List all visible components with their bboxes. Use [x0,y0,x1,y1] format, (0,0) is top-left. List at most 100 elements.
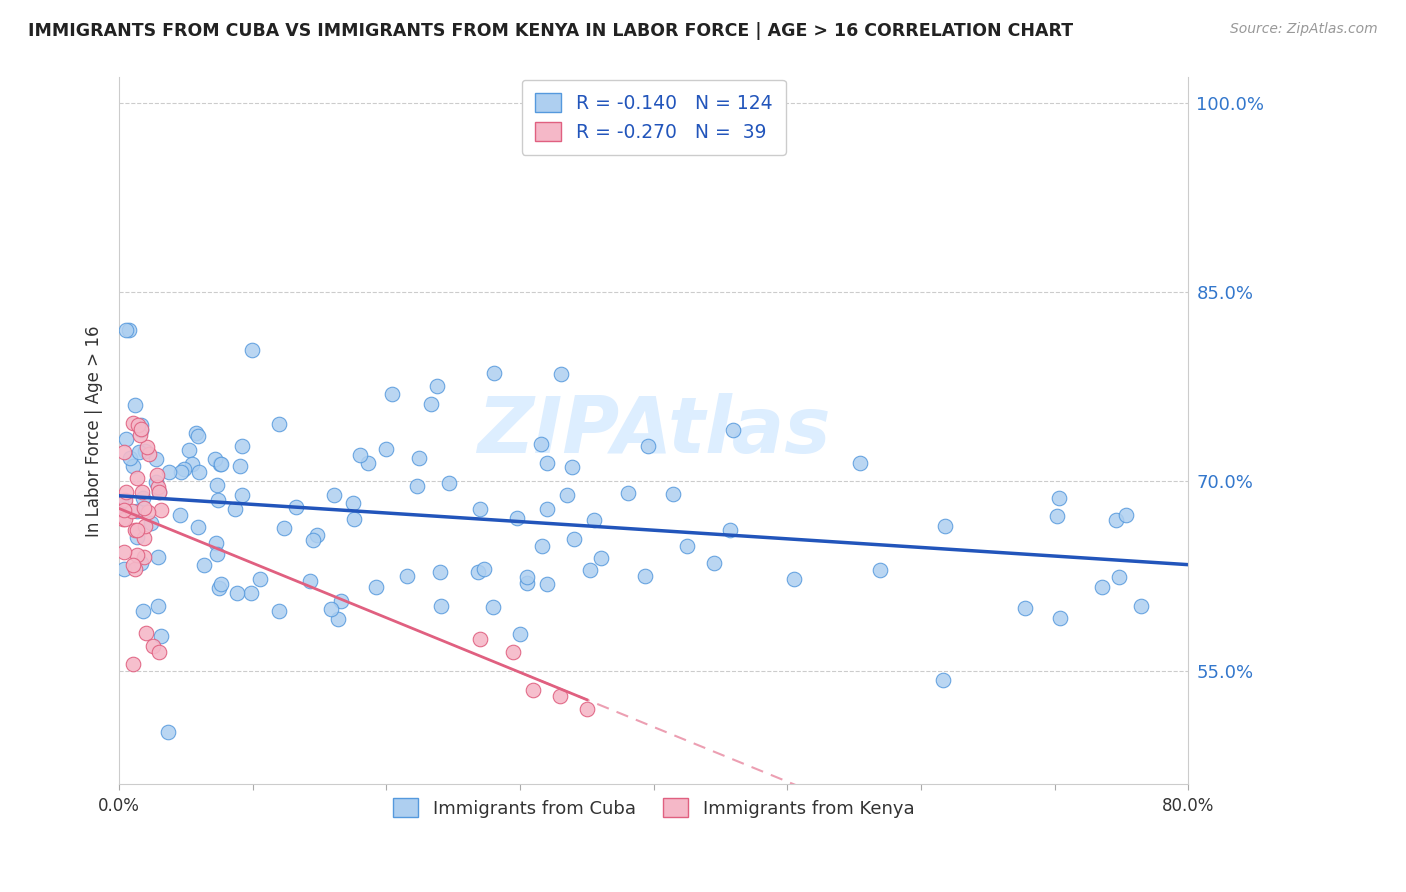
Point [1049,491,1071,505]
Point [118,323,141,337]
Point [141,516,163,531]
Point [112,494,135,508]
Point [522,682,544,697]
Point [582,513,605,527]
Point [224,501,246,516]
Point [426,379,449,393]
Point [509,626,531,640]
Point [207,492,229,507]
Point [408,451,430,466]
Point [267,417,290,431]
Point [589,550,612,565]
Point [502,645,524,659]
Point [131,484,153,499]
Point [127,530,149,544]
Point [149,503,172,517]
Point [112,545,135,559]
Point [157,725,180,739]
Point [187,466,209,480]
Point [114,432,136,446]
Point [406,479,429,493]
Point [120,451,142,466]
Point [186,425,208,440]
Text: ZIPAtlas: ZIPAtlas [477,393,831,469]
Point [148,484,170,499]
Point [1046,508,1069,523]
Point [208,582,231,596]
Point [343,512,366,526]
Point [634,569,657,583]
Point [138,505,160,519]
Point [323,488,346,502]
Point [536,577,558,591]
Point [131,604,153,618]
Point [468,632,491,647]
Point [134,518,156,533]
Point [112,502,135,516]
Point [575,701,598,715]
Point [550,368,572,382]
Text: Source: ZipAtlas.com: Source: ZipAtlas.com [1230,22,1378,37]
Point [150,629,173,643]
Point [675,539,697,553]
Point [321,602,343,616]
Point [146,550,169,565]
Point [530,539,553,553]
Point [124,562,146,576]
Point [381,386,404,401]
Point [209,457,232,471]
Point [299,574,322,588]
Point [209,457,232,471]
Point [536,501,558,516]
Point [349,448,371,462]
Point [145,451,167,466]
Point [169,508,191,523]
Point [364,580,387,594]
Point [127,418,149,433]
Point [284,500,307,514]
Point [326,612,349,626]
Point [357,456,380,470]
Point [112,562,135,576]
Point [516,570,538,584]
Point [209,577,232,591]
Point [375,442,398,456]
Point [249,572,271,586]
Point [124,398,146,412]
Point [124,524,146,538]
Point [481,600,503,615]
Point [560,459,582,474]
Point [395,569,418,583]
Point [225,586,247,600]
Point [1049,611,1071,625]
Point [437,475,460,490]
Point [578,563,600,577]
Point [783,572,806,586]
Point [932,673,955,687]
Point [1130,599,1153,614]
Point [132,500,155,515]
Point [1108,570,1130,584]
Point [467,565,489,579]
Point [136,440,159,454]
Point [127,549,149,563]
Point [145,475,167,489]
Point [329,593,352,607]
Point [121,558,143,572]
Point [557,488,579,502]
Point [662,487,685,501]
Point [718,523,741,537]
Point [307,528,329,542]
Point [273,521,295,535]
Point [127,523,149,537]
Point [562,533,585,547]
Point [536,456,558,470]
Point [115,485,138,500]
Point [181,458,204,472]
Point [122,416,145,430]
Point [849,456,872,470]
Point [129,421,152,435]
Point [721,423,744,437]
Point [1091,581,1114,595]
Point [121,657,143,672]
